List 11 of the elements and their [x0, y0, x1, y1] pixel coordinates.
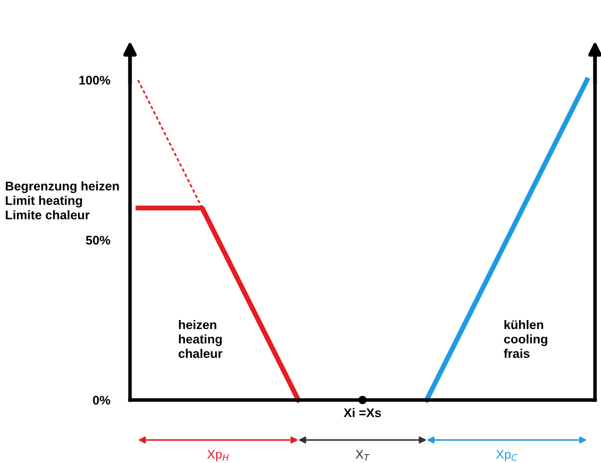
y-tick-label: 100% — [79, 76, 110, 85]
text: Begrenzung heizen Limit heating Limite chaleur — [6, 181, 119, 220]
y-tick-label: 0% — [92, 396, 110, 405]
text: Xp$_{C}$ — [496, 450, 518, 462]
text: Xp$_{H}$ — [207, 450, 229, 462]
text: Xi =Xs — [344, 408, 381, 418]
y-tick-label: 50% — [86, 236, 110, 245]
text: X$_{T}$ — [356, 450, 370, 461]
text: heizen heating chaleur — [178, 320, 222, 358]
text: kühlen cooling frais — [504, 320, 548, 358]
line-series — [424, 78, 590, 402]
